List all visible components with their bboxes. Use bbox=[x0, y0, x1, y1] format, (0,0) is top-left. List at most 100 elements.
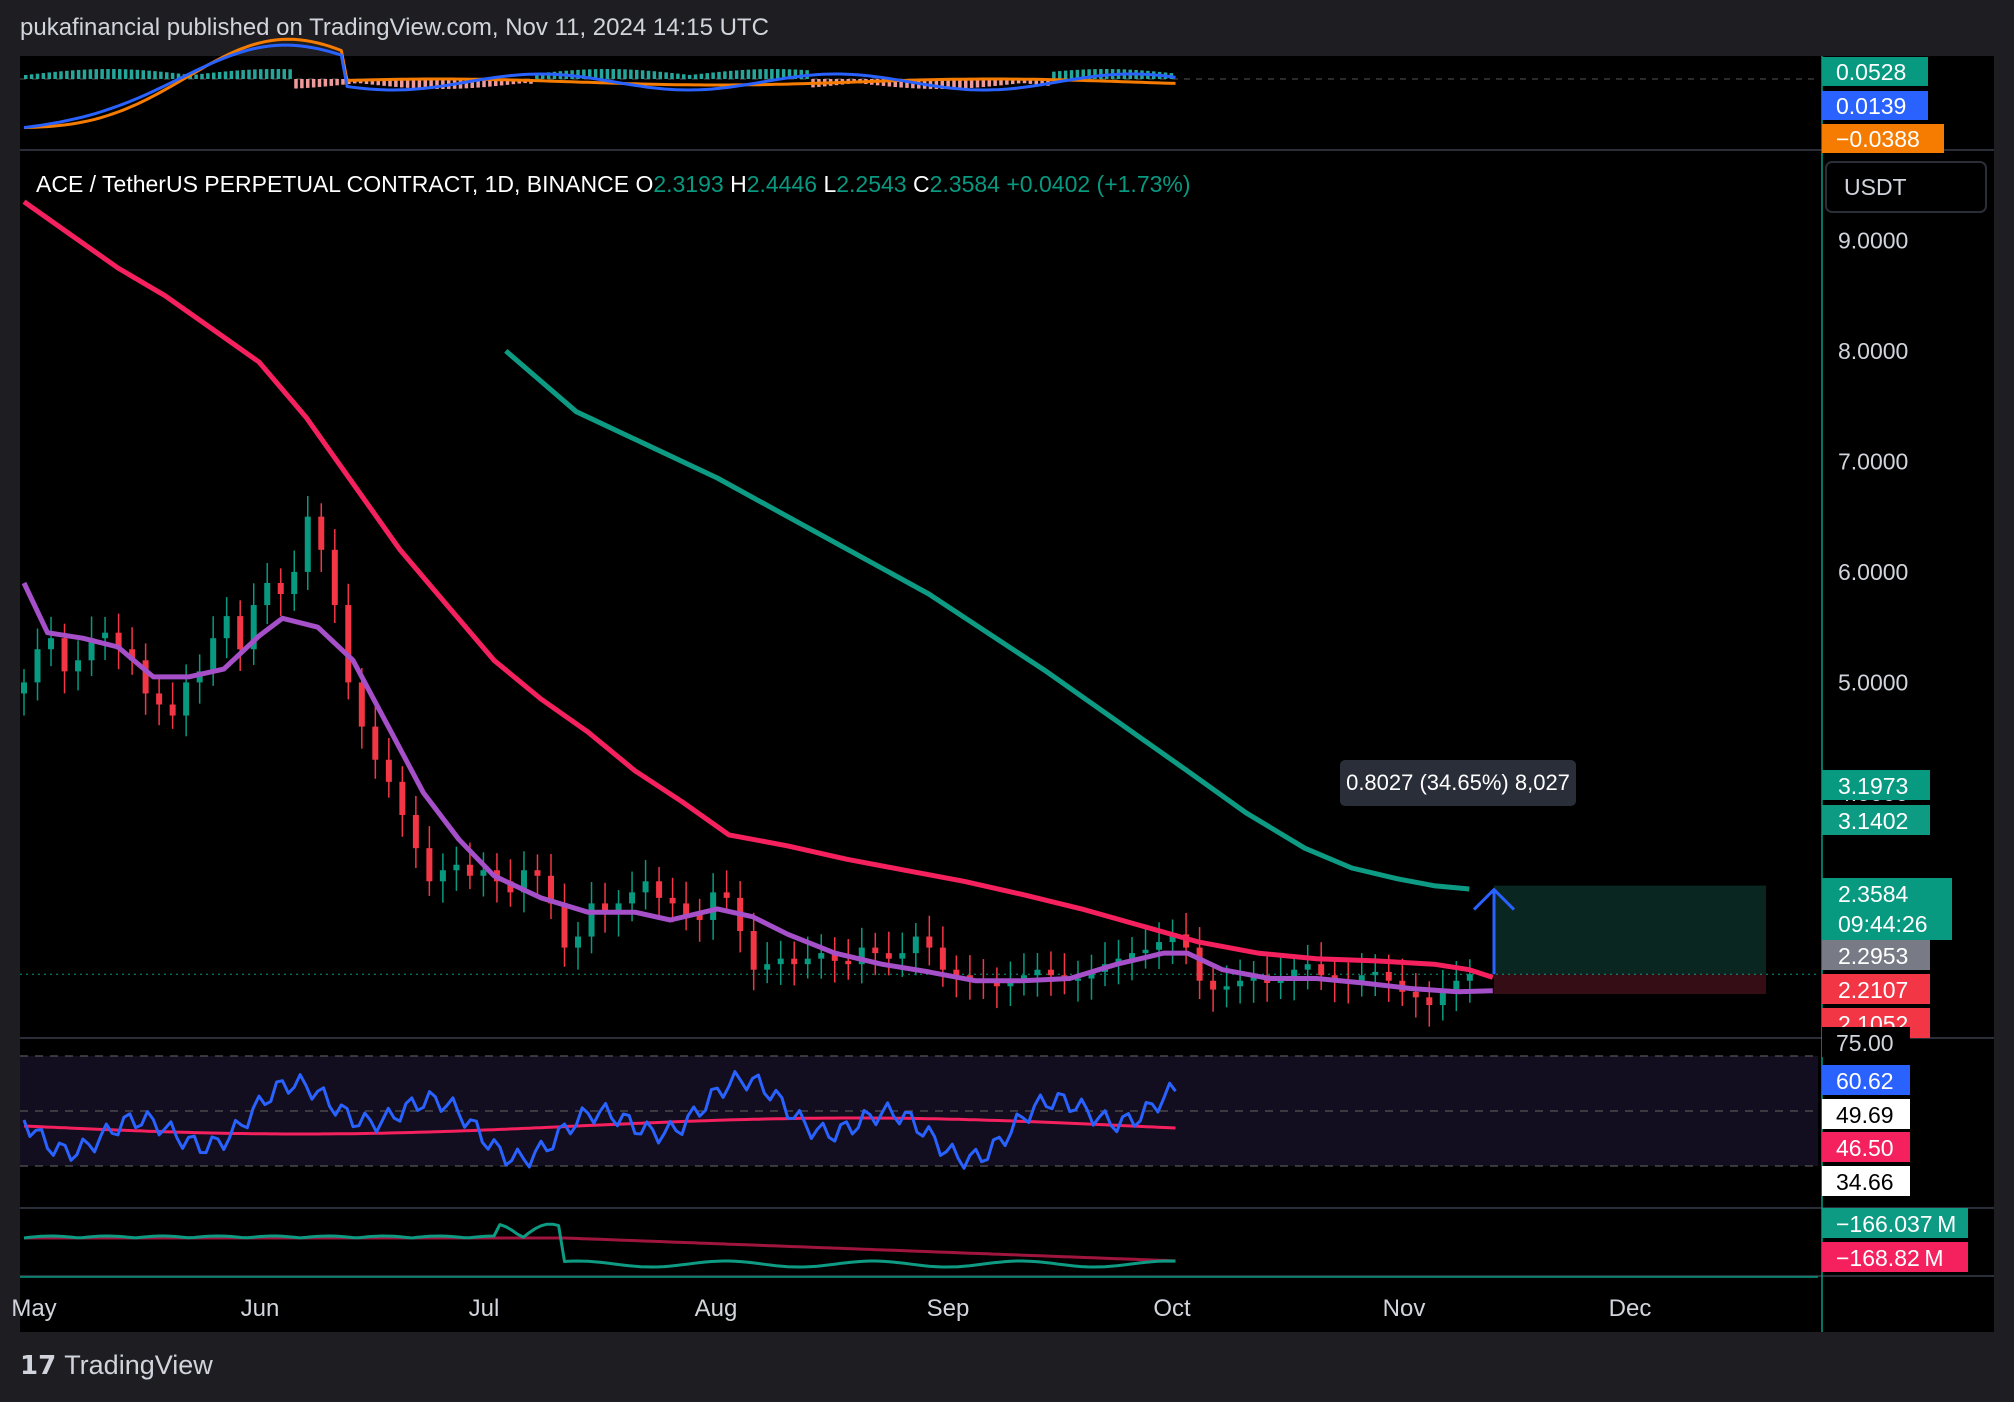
macd-histogram-bar bbox=[176, 73, 181, 79]
macd-histogram-bar bbox=[488, 79, 492, 87]
rsi-label: 34.66 bbox=[1836, 1169, 1894, 1195]
candle-body bbox=[399, 781, 406, 815]
macd-histogram-bar bbox=[658, 71, 662, 79]
macd-histogram-bar bbox=[335, 79, 339, 86]
macd-histogram-bar bbox=[165, 72, 169, 79]
macd-histogram-bar bbox=[112, 69, 116, 79]
candle-body bbox=[223, 616, 230, 639]
macd-histogram-bar bbox=[1075, 69, 1080, 79]
macd-histogram-bar bbox=[394, 79, 398, 87]
macd-histogram-bar bbox=[1099, 69, 1103, 79]
price-label-box bbox=[1822, 805, 1930, 835]
candle-body bbox=[250, 605, 257, 650]
flow-signal-line bbox=[24, 1236, 1176, 1263]
price-label: 2.2953 bbox=[1838, 943, 1908, 969]
x-tick-label: Jul bbox=[469, 1295, 500, 1322]
candle-body bbox=[156, 693, 163, 705]
macd-histogram-bar bbox=[670, 72, 674, 79]
macd-histogram-bar bbox=[194, 74, 198, 79]
macd-histogram-bar bbox=[417, 79, 422, 89]
macd-histogram-bar bbox=[699, 73, 704, 79]
macd-histogram-bar bbox=[382, 79, 386, 86]
macd-histogram-bar bbox=[1063, 70, 1068, 79]
measure-label: 0.8027 (34.65%) 8,027 bbox=[1346, 770, 1570, 795]
candle-body bbox=[34, 649, 41, 683]
candle-body bbox=[1466, 974, 1473, 981]
macd-histogram-bar bbox=[617, 69, 621, 79]
macd-histogram-bar bbox=[687, 74, 692, 79]
rsi-line bbox=[22, 1070, 1177, 1170]
macd-histogram-bar bbox=[370, 79, 375, 85]
macd-histogram-bar bbox=[153, 71, 157, 79]
candle-body bbox=[575, 936, 582, 948]
candle-body bbox=[142, 660, 149, 694]
candle-body bbox=[872, 947, 879, 954]
open-value: 2.3193 bbox=[653, 171, 730, 197]
candle-body bbox=[372, 726, 379, 760]
macd-histogram-bar bbox=[300, 79, 304, 89]
macd-histogram-bar bbox=[893, 79, 897, 88]
candle-body bbox=[602, 903, 609, 915]
candle-body bbox=[1223, 986, 1230, 990]
open-label: O bbox=[635, 171, 653, 197]
macd-histogram-bar bbox=[887, 79, 892, 87]
x-tick-label: Sep bbox=[927, 1295, 970, 1322]
candle-body bbox=[1047, 969, 1054, 976]
candle-body bbox=[1142, 949, 1149, 954]
macd-histogram-bar bbox=[1093, 69, 1097, 79]
macd-histogram-bar bbox=[59, 71, 63, 79]
macd-histogram-bar bbox=[640, 70, 645, 79]
candle-body bbox=[710, 892, 717, 920]
macd-histogram-bar bbox=[623, 69, 627, 79]
macd-histogram-bar bbox=[106, 69, 110, 79]
macd-label: 0.0139 bbox=[1836, 93, 1906, 119]
macd-histogram-bar bbox=[940, 79, 944, 89]
candle-body bbox=[264, 582, 271, 606]
candle-body bbox=[439, 870, 446, 882]
macd-histogram-bar bbox=[535, 73, 539, 79]
candle-body bbox=[683, 903, 690, 915]
price-label-box bbox=[1822, 940, 1930, 970]
macd-histogram-bar bbox=[147, 70, 151, 79]
macd-histogram-bar bbox=[294, 79, 298, 89]
candle-body bbox=[858, 947, 865, 965]
candle-body bbox=[466, 864, 473, 876]
candle-body bbox=[115, 632, 122, 650]
candle-body bbox=[21, 682, 27, 694]
macd-histogram-bar bbox=[47, 72, 51, 79]
currency-button-label[interactable]: USDT bbox=[1844, 174, 1907, 200]
macd-histogram-bar bbox=[723, 71, 727, 79]
candle-body bbox=[1034, 969, 1041, 976]
y-tick-label: 6.0000 bbox=[1838, 559, 1908, 585]
macd-histogram-bar bbox=[470, 79, 474, 88]
candle-body bbox=[791, 958, 798, 965]
macd-histogram-bar bbox=[652, 71, 657, 79]
macd-histogram-bar bbox=[1005, 79, 1009, 85]
candle-body bbox=[358, 682, 365, 727]
position-target-zone bbox=[1494, 885, 1766, 975]
candle-body bbox=[1088, 971, 1095, 979]
rsi-label-box bbox=[1822, 1099, 1910, 1129]
macd-histogram-bar bbox=[1069, 70, 1074, 79]
macd-histogram-bar bbox=[494, 79, 498, 87]
macd-histogram-bar bbox=[376, 79, 380, 86]
candle-body bbox=[764, 964, 771, 970]
close-value: 2.3584 bbox=[930, 171, 1007, 197]
candle-body bbox=[750, 931, 757, 970]
symbol-title: ACE / TetherUS PERPETUAL CONTRACT, 1D, B… bbox=[36, 171, 635, 197]
publish-info: pukafinancial published on TradingView.c… bbox=[20, 14, 769, 41]
macd-histogram-bar bbox=[746, 69, 751, 79]
macd-histogram-bar bbox=[441, 79, 445, 89]
x-tick-label: Dec bbox=[1609, 1295, 1652, 1322]
price-label-box bbox=[1822, 878, 1952, 940]
candle-body bbox=[1318, 964, 1325, 976]
candle-body bbox=[845, 960, 852, 965]
ma-teal-line bbox=[504, 349, 1470, 892]
candle-body bbox=[899, 953, 906, 959]
candle-body bbox=[1291, 969, 1298, 979]
candle-body bbox=[818, 953, 825, 959]
candle-body bbox=[1169, 934, 1176, 943]
candle-body bbox=[88, 638, 95, 661]
tradingview-logo[interactable]: 17 TradingView bbox=[20, 1350, 213, 1381]
